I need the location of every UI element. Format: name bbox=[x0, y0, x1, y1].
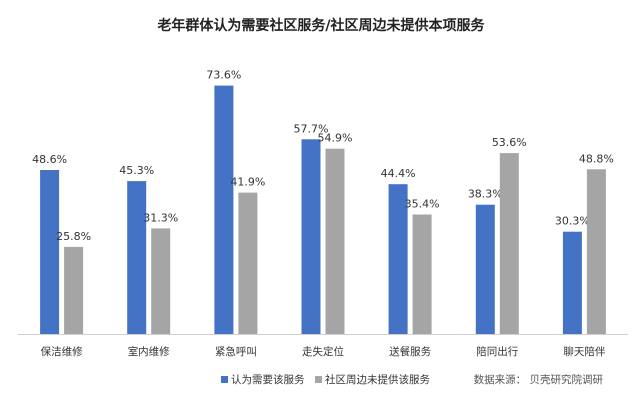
bar-series-2-1 bbox=[64, 246, 84, 334]
bar-series-2-4 bbox=[325, 148, 345, 334]
legend-label-series-1: 认为需要该服务 bbox=[231, 373, 305, 386]
bar-series-2-7 bbox=[586, 169, 606, 334]
bar-series-1-5 bbox=[388, 184, 408, 334]
bar-series-1-3 bbox=[214, 85, 234, 334]
value-label-series-1-2: 45.3% bbox=[119, 164, 154, 177]
value-label-series-1-7: 30.3% bbox=[555, 215, 590, 228]
category-label-6: 陪同出行 bbox=[476, 345, 518, 358]
bar-series-1-2 bbox=[127, 181, 147, 334]
bar-series-2-2 bbox=[151, 228, 171, 334]
value-label-series-2-4: 54.9% bbox=[318, 132, 353, 145]
value-label-series-1-1: 48.6% bbox=[32, 153, 67, 166]
legend-swatch-series-1 bbox=[221, 376, 228, 383]
value-label-series-2-3: 41.9% bbox=[230, 176, 265, 189]
bar-series-1-7 bbox=[562, 231, 582, 334]
category-labels: 保洁维修 室内维修 紧急呼叫 走失定位 送餐服务 陪同出行 聊天陪伴 bbox=[41, 345, 606, 358]
legend-label-series-2: 社区周边未提供该服务 bbox=[325, 373, 430, 386]
data-source-note: 数据来源： 贝壳研究院调研 bbox=[474, 373, 604, 386]
value-label-series-1-5: 44.4% bbox=[381, 167, 416, 180]
bar-series-2-6 bbox=[499, 153, 519, 334]
category-label-4: 走失定位 bbox=[302, 345, 344, 358]
bar-series-1-4 bbox=[301, 139, 321, 334]
value-label-series-1-4: 57.7% bbox=[294, 122, 329, 135]
bar-series-1-1 bbox=[40, 170, 60, 334]
value-label-series-2-2: 31.3% bbox=[143, 211, 178, 224]
value-label-series-2-6: 53.6% bbox=[492, 136, 527, 149]
chart-title: 老年群体认为需要社区服务/社区周边未提供本项服务 bbox=[157, 17, 485, 34]
value-label-series-2-7: 48.8% bbox=[579, 152, 614, 165]
legend: 认为需要该服务 社区周边未提供该服务 bbox=[221, 373, 430, 386]
value-label-series-1-3: 73.6% bbox=[206, 69, 241, 82]
category-label-5: 送餐服务 bbox=[389, 345, 431, 358]
value-label-series-2-5: 35.4% bbox=[405, 198, 440, 211]
category-label-7: 聊天陪伴 bbox=[563, 345, 605, 358]
bar-series-2-5 bbox=[412, 214, 432, 334]
category-label-2: 室内维修 bbox=[128, 345, 170, 358]
legend-swatch-series-2 bbox=[315, 376, 322, 383]
value-label-series-2-1: 25.8% bbox=[56, 230, 91, 243]
value-label-series-1-6: 38.3% bbox=[468, 188, 503, 201]
bar-series-1-6 bbox=[475, 204, 495, 334]
category-label-1: 保洁维修 bbox=[41, 345, 83, 358]
category-label-3: 紧急呼叫 bbox=[215, 345, 257, 358]
bars-layer: 48.6% 25.8% 45.3% 31.3% 73.6% 41.9% 57.7%54.9%… bbox=[32, 69, 614, 334]
bar-series-2-3 bbox=[238, 192, 258, 334]
